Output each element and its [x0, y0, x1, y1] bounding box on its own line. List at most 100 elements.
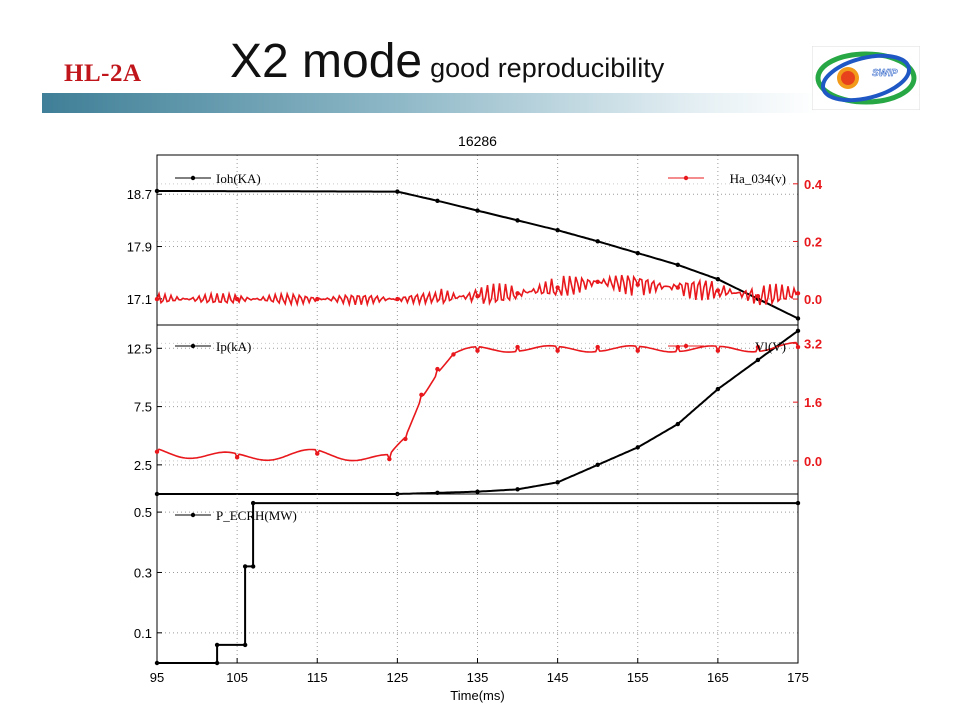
right-tick-label: 3.2 [804, 336, 822, 351]
data-point [515, 218, 520, 223]
data-point [555, 227, 560, 233]
title-main: X2 mode [230, 35, 423, 88]
hl2a-badge: HL-2A [64, 60, 142, 87]
data-point [435, 198, 440, 203]
right-tick-label: 0.0 [804, 454, 822, 469]
x-tick-label: 135 [467, 670, 489, 685]
chart-title: 16286 [458, 133, 497, 149]
header-band [42, 93, 820, 113]
data-point [595, 239, 600, 244]
data-point [234, 455, 240, 460]
data-point [635, 282, 640, 287]
legend-marker [190, 175, 196, 181]
data-point [595, 344, 600, 350]
data-point [419, 392, 424, 398]
data-point [715, 386, 721, 392]
data-point [755, 293, 761, 299]
data-point [795, 316, 801, 321]
left-tick-label: 0.5 [134, 505, 152, 520]
right-tick-label: 1.6 [804, 395, 822, 410]
data-point [515, 487, 520, 492]
left-tick-label: 17.1 [127, 292, 152, 307]
data-point [635, 348, 640, 353]
data-point [635, 250, 640, 256]
legend-label: Ioh(KA) [216, 171, 261, 186]
x-tick-label: 95 [150, 670, 164, 685]
left-tick-label: 18.7 [127, 187, 152, 202]
x-tick-label: 115 [307, 670, 328, 685]
data-point [395, 296, 400, 302]
data-point [675, 262, 681, 268]
data-point [715, 348, 721, 353]
data-point [403, 436, 408, 442]
x-tick-label: 175 [787, 670, 809, 685]
data-point [387, 456, 392, 462]
left-tick-label: 0.3 [134, 565, 152, 580]
left-tick-label: 12.5 [127, 341, 152, 356]
data-point [715, 277, 721, 282]
slide-title: X2 mode good reproducibility [230, 34, 664, 89]
data-point [595, 279, 600, 284]
x-tick-label: 125 [387, 670, 409, 685]
svg-text:SWIP: SWIP [872, 68, 898, 79]
data-point [214, 660, 220, 666]
data-point [250, 500, 256, 506]
x-axis-label: Time(ms) [450, 688, 504, 703]
title-sub: good reproducibility [430, 53, 665, 83]
data-point [234, 296, 240, 302]
data-point [435, 366, 440, 372]
data-point [154, 188, 160, 194]
data-point [675, 421, 681, 427]
left-tick-label: 17.9 [127, 240, 152, 255]
x-tick-label: 155 [627, 670, 649, 685]
swip-logo: SWIP [812, 46, 920, 110]
x-tick-label: 105 [226, 670, 248, 685]
data-point [635, 445, 640, 450]
data-point [795, 344, 801, 350]
legend-marker [190, 512, 196, 518]
data-point [555, 285, 560, 290]
legend-label: P_ECRH(MW) [216, 508, 297, 523]
legend-marker [190, 343, 196, 349]
legend-label: Ip(kA) [216, 339, 251, 354]
data-point [395, 189, 400, 194]
right-tick-label: 0.4 [804, 177, 823, 192]
data-point [250, 564, 256, 569]
legend-label: Vl(V) [755, 339, 786, 354]
series-line [157, 502, 798, 664]
data-point [315, 296, 320, 302]
legend-marker [683, 175, 689, 181]
data-point [555, 480, 560, 485]
data-point [154, 296, 160, 302]
data-point [242, 564, 248, 569]
data-point [315, 451, 320, 456]
right-tick-label: 0.0 [804, 292, 822, 307]
data-point [475, 348, 480, 353]
left-tick-label: 0.1 [134, 626, 152, 641]
data-point [515, 291, 520, 296]
data-point [475, 208, 480, 213]
left-tick-label: 2.5 [134, 458, 152, 473]
data-point [795, 328, 801, 334]
x-tick-label: 145 [547, 670, 569, 685]
left-tick-label: 7.5 [134, 400, 152, 415]
data-point [451, 352, 456, 357]
data-point [755, 344, 761, 350]
legend-marker [683, 343, 689, 349]
data-point [715, 288, 721, 293]
data-point [154, 449, 160, 454]
x-tick-label: 165 [707, 670, 729, 685]
data-point [675, 285, 681, 290]
data-point [555, 348, 560, 353]
data-point [475, 293, 480, 299]
data-point [795, 500, 801, 506]
data-point [515, 344, 520, 350]
data-point [595, 462, 600, 468]
data-point [795, 291, 801, 296]
data-point [475, 489, 480, 494]
data-point [755, 357, 761, 363]
data-point [214, 642, 220, 648]
legend-label: Ha_034(v) [730, 171, 786, 186]
right-tick-label: 0.2 [804, 234, 822, 249]
